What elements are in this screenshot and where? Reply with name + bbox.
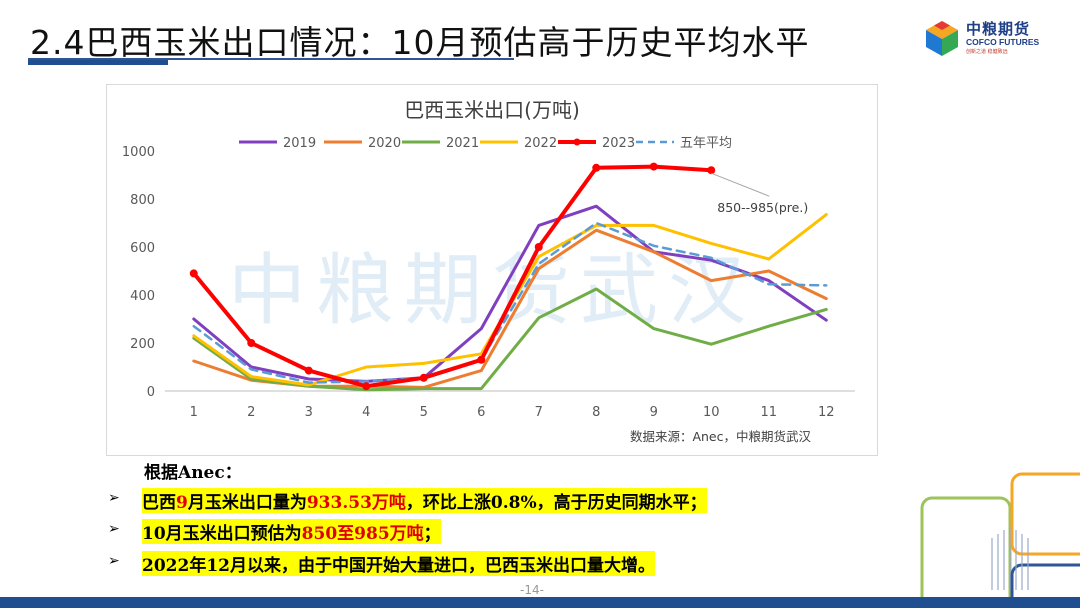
bullet-2-label: 10月玉米出口预估为 [142,524,302,544]
data-point [707,166,716,175]
x-tick-label: 4 [362,405,370,420]
cofco-logo: 中粮期货 COFCO FUTURES 创新之道 稳健致远 [922,18,1052,58]
legend-label: 2023 [602,136,635,151]
logo-tagline: 创新之道 稳健致远 [966,49,1008,55]
data-source-note: 数据来源：Anec，中粮期货武汉 [630,429,812,444]
footer-bar [0,597,1080,608]
decorative-frames [920,472,1080,600]
series-line [192,221,828,384]
data-point [592,163,601,172]
bullet-1-country: 巴西 [142,493,176,513]
bullet-1-month: 9 [176,493,188,513]
bullet-3-text: 2022年12月以来，由于中国开始大量进口，巴西玉米出口量大增。 [142,551,655,576]
data-point [477,355,486,364]
x-tick-label: 3 [305,405,313,420]
data-point [649,162,658,171]
data-point [419,373,428,382]
export-line-chart: 中粮期货武汉 巴西玉米出口(万吨) 2019 2020 2021 2022 2023 五年… [122,98,855,444]
data-point [189,269,198,278]
data-point [247,339,256,347]
x-tick-label: 9 [650,405,658,420]
x-tick-label: 8 [592,405,600,420]
data-point [362,382,371,391]
x-tick-label: 10 [703,405,720,420]
arrow-bullet-icon: ➢ [108,553,120,569]
chart-frame: 中粮期货武汉 巴西玉米出口(万吨) 2019 2020 2021 2022 2023 五年… [106,84,878,456]
annotation-leader [711,172,770,197]
title-underline-accent [28,60,168,65]
y-tick-label: 1000 [122,145,155,160]
bullet-2-text: 10月玉米出口预估为850至985万吨； [142,519,441,544]
y-tick-label: 800 [130,193,155,208]
page-title: 2.4巴西玉米出口情况：10月预估高于历史平均水平 [30,23,810,62]
intro-text: 根据Anec： [144,463,242,483]
logo-name-cn: 中粮期货 [966,20,1031,38]
x-tick-label: 7 [535,405,543,420]
y-tick-label: 600 [130,241,155,256]
bullet-2-end: ； [423,524,441,544]
bullet-1-comment: ，环比上涨0.8%，高于历史同期水平； [405,493,707,513]
legend-label: 2019 [283,136,316,151]
watermark-text: 中粮期货武汉 [228,246,756,336]
x-tick-label: 2 [247,405,255,420]
bullet-1-text: 巴西9月玉米出口量为933.53万吨，环比上涨0.8%，高于历史同期水平； [142,488,707,513]
bullet-1-label: 月玉米出口量为 [187,493,307,513]
legend-label: 2022 [524,136,557,151]
page-number: -14- [520,583,544,597]
annotation-text: 850--985(pre.) [717,200,808,215]
arrow-bullet-icon: ➢ [108,490,120,506]
bullet-1-volume: 933.53万吨 [306,493,406,513]
legend-label: 五年平均 [680,136,732,151]
y-tick-label: 0 [147,385,155,400]
arrow-bullet-icon: ➢ [108,521,120,537]
x-tick-label: 6 [477,405,485,420]
x-tick-label: 12 [818,405,835,420]
legend-label: 2020 [368,136,401,151]
cube-logo-icon [926,21,958,56]
data-point [534,243,543,251]
y-tick-label: 200 [130,337,155,352]
x-tick-label: 1 [190,405,198,420]
legend-marker [573,138,581,146]
data-point [304,366,313,375]
x-tick-label: 5 [420,405,428,420]
title-underline [28,58,514,60]
y-tick-label: 400 [130,289,155,304]
series-line [192,204,828,383]
legend-label: 2021 [446,136,479,151]
series-line [191,164,714,389]
bullet-2-range: 850至985万吨 [301,524,424,544]
x-tick-label: 11 [760,405,777,420]
chart-title: 巴西玉米出口(万吨) [404,98,580,122]
logo-name-en: COFCO FUTURES [966,37,1040,47]
